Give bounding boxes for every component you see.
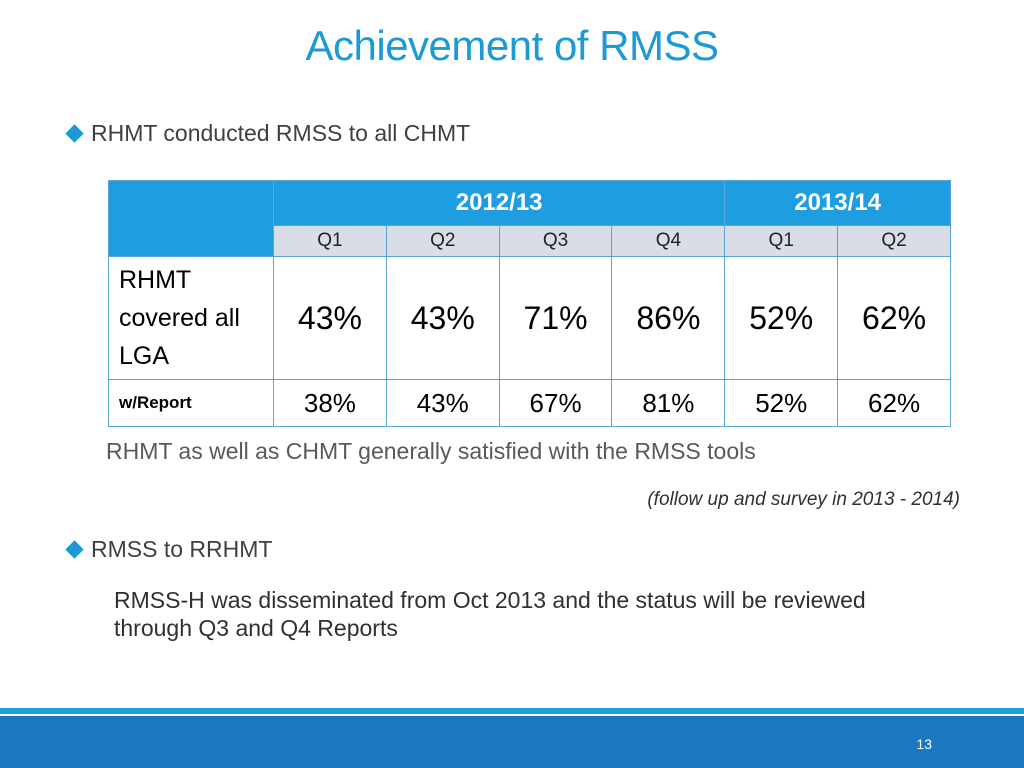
table-header-quarter-row: Q1 Q2 Q3 Q4 Q1 Q2 bbox=[109, 225, 951, 257]
table-cell: 71% bbox=[498, 256, 613, 380]
page-number: 13 bbox=[916, 736, 932, 752]
table-header-year: 2012/13 bbox=[272, 180, 726, 226]
table-cell: 52% bbox=[724, 379, 839, 427]
table-cell: 81% bbox=[611, 379, 726, 427]
table-cell: 43% bbox=[385, 256, 500, 380]
bullet-text: RMSS to RRHMT bbox=[91, 536, 273, 562]
dissemination-paragraph: RMSS-H was disseminated from Oct 2013 an… bbox=[114, 587, 866, 641]
table-cell: 67% bbox=[498, 379, 613, 427]
table-header-quarter: Q2 bbox=[837, 225, 951, 257]
table-header-quarter: Q3 bbox=[498, 225, 613, 257]
table-header-quarter: Q1 bbox=[273, 225, 387, 257]
table-header-year: 2013/14 bbox=[724, 180, 951, 226]
table-cell: 52% bbox=[724, 256, 839, 380]
table-cell: 43% bbox=[273, 256, 387, 380]
table-cell: 62% bbox=[837, 256, 951, 380]
diamond-bullet-icon bbox=[65, 124, 84, 143]
table-row: w/Report 38% 43% 67% 81% 52% 62% bbox=[108, 379, 951, 427]
table-cell: 86% bbox=[611, 256, 726, 380]
diamond-bullet-icon bbox=[65, 540, 84, 559]
table-header-quarter: Q1 bbox=[724, 225, 839, 257]
satisfaction-note: RHMT as well as CHMT generally satisfied… bbox=[106, 438, 756, 464]
row-label: w/Report bbox=[108, 379, 274, 427]
table-header-corner bbox=[108, 180, 274, 257]
bullet-item-2: RMSS to RRHMT bbox=[64, 536, 272, 563]
footer-bar bbox=[0, 716, 1024, 768]
table-header-quarter: Q2 bbox=[385, 225, 500, 257]
table-cell: 38% bbox=[273, 379, 387, 427]
source-citation: (follow up and survey in 2013 - 2014) bbox=[647, 489, 960, 510]
table-row: RHMT covered all LGA 43% 43% 71% 86% 52%… bbox=[108, 256, 951, 380]
bullet-item-1: RHMT conducted RMSS to all CHMT bbox=[64, 120, 470, 147]
slide-title: Achievement of RMSS bbox=[305, 22, 719, 69]
footer-accent-line bbox=[0, 708, 1024, 714]
bullet-text: RHMT conducted RMSS to all CHMT bbox=[91, 120, 471, 146]
row-label: RHMT covered all LGA bbox=[108, 256, 274, 380]
achievement-table: 2012/13 2013/14 Q1 Q2 Q3 Q4 Q1 Q2 RHMT c… bbox=[108, 180, 951, 427]
table-header-year-row: 2012/13 2013/14 bbox=[108, 180, 951, 257]
table-cell: 43% bbox=[385, 379, 500, 427]
table-cell: 62% bbox=[837, 379, 951, 427]
table-header-quarter: Q4 bbox=[611, 225, 726, 257]
